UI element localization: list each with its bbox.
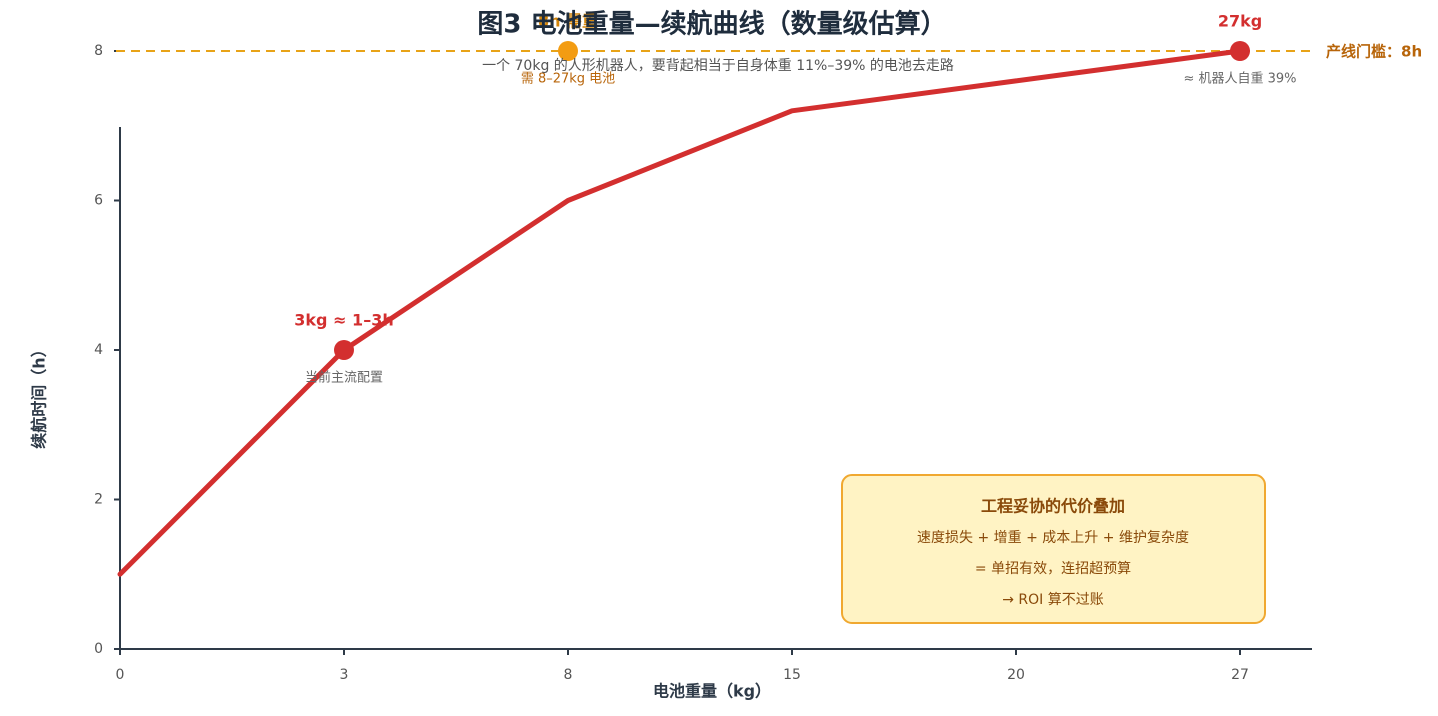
x-tick-label: 27	[1231, 667, 1249, 683]
callout-box	[841, 474, 1266, 624]
callout-line: 速度损失 + 增重 + 成本上升 + 维护复杂度	[917, 529, 1189, 546]
x-tick-label: 0	[116, 667, 125, 683]
y-tick-label: 8	[94, 43, 103, 59]
point-note: 当前主流配置	[305, 370, 383, 386]
point-note: ≈ 机器人自重 39%	[1183, 71, 1296, 87]
y-tick-label: 0	[94, 641, 103, 657]
point-label: 3kg ≈ 1–3h	[294, 311, 393, 330]
callout-line: = 单招有效，连招超预算	[975, 561, 1131, 577]
y-axis-label: 续航时间（h）	[30, 341, 49, 448]
point-label: 27kg	[1218, 12, 1262, 31]
chart-subtitle: 一个 70kg 的人形机器人，要背起相当于自身体重 11%–39% 的电池去走路	[482, 58, 954, 74]
y-tick-label: 2	[94, 492, 103, 508]
highlight-point	[558, 41, 578, 61]
y-tick-label: 4	[94, 342, 103, 358]
x-axis-label: 电池重量（kg）	[653, 682, 771, 701]
y-tick-label: 6	[94, 193, 103, 209]
point-note: 需 8–27kg 电池	[521, 72, 615, 87]
highlight-point	[1230, 41, 1250, 61]
x-tick-label: 20	[1007, 667, 1025, 683]
callout-title: 工程妥协的代价叠加	[981, 497, 1125, 516]
chart-title: 图3 电池重量—续航曲线（数量级估算）	[477, 9, 946, 40]
threshold-label: 产线门槛：8h	[1326, 43, 1422, 61]
x-tick-label: 8	[564, 667, 573, 683]
callout-line: → ROI 算不过账	[1002, 592, 1104, 608]
series-line	[117, 48, 1243, 577]
x-tick-label: 15	[783, 667, 801, 683]
point-label: 8h 需重	[538, 12, 598, 31]
x-tick-label: 3	[340, 667, 349, 683]
highlight-point	[334, 340, 354, 360]
